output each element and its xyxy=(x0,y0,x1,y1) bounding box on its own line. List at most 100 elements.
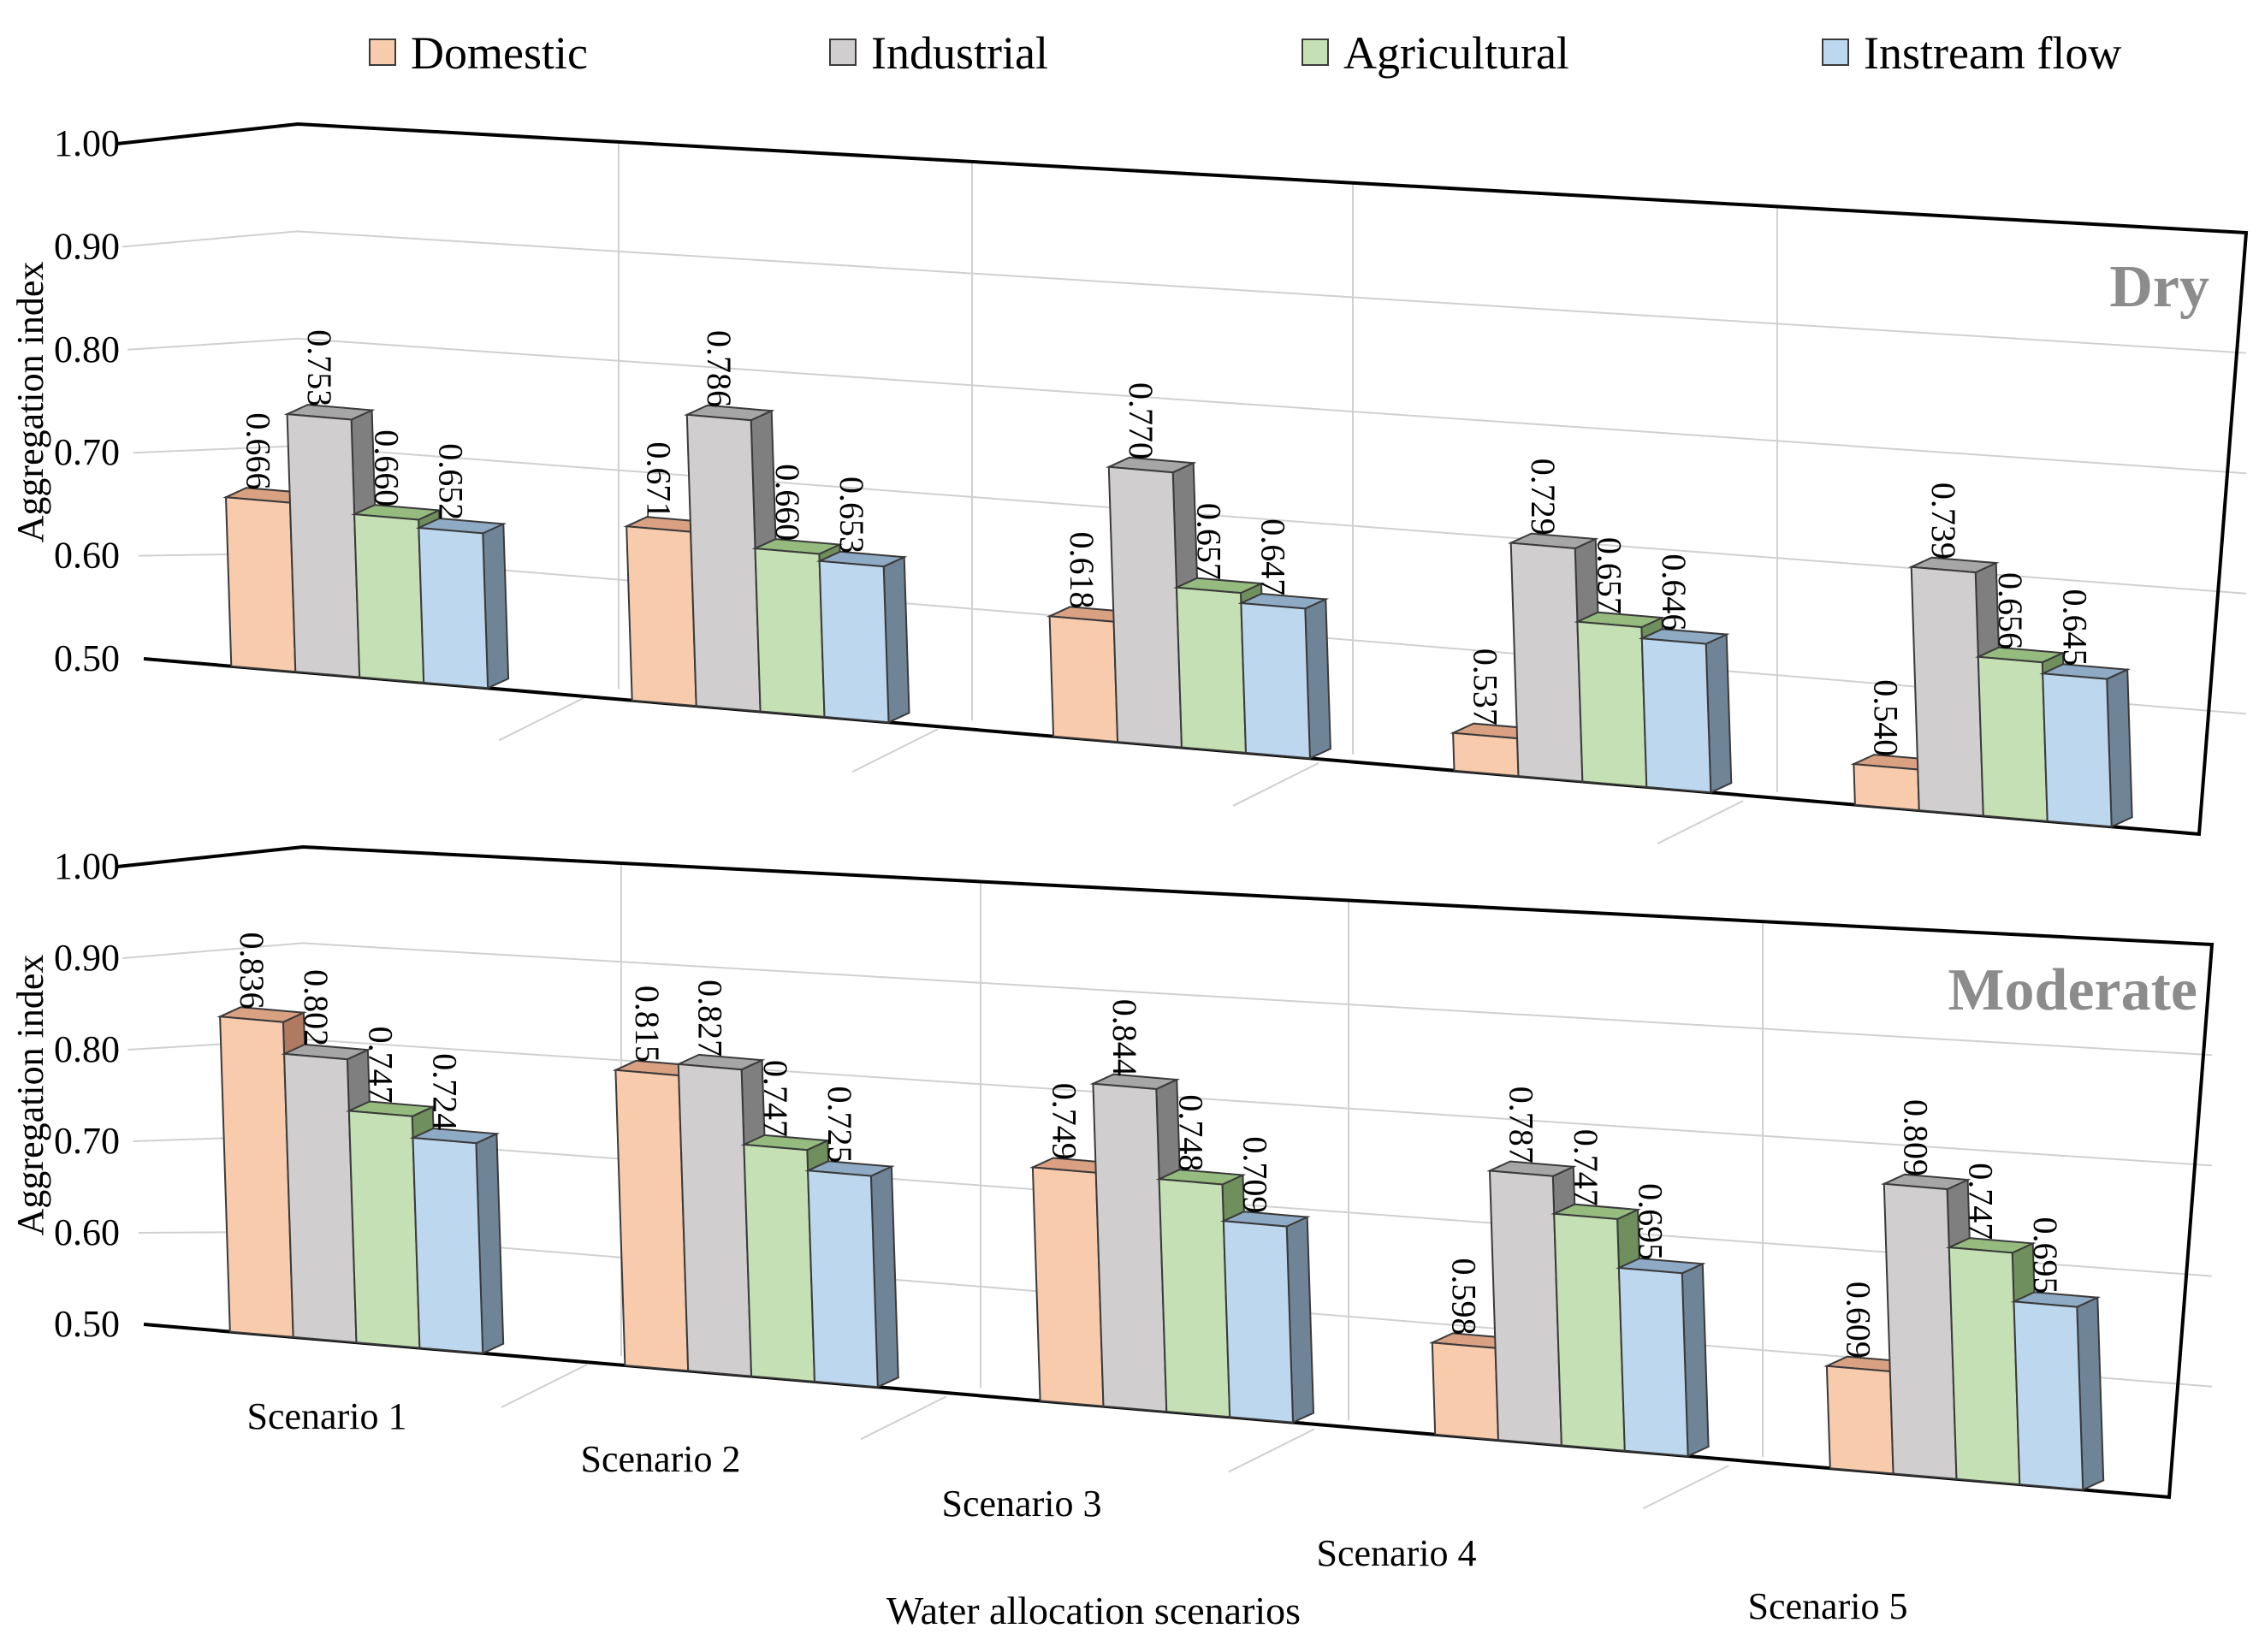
bar-instream-flow-scenario-5 xyxy=(2010,1291,2105,1491)
bar-group-scenario-4 xyxy=(1428,1160,1710,1458)
data-label: 0.695 xyxy=(2026,1217,2065,1294)
data-label: 0.739 xyxy=(1924,483,1963,560)
bar-front xyxy=(283,1052,358,1344)
floor-divider xyxy=(860,1395,947,1441)
floor-divider xyxy=(1657,800,1744,845)
legend-label-domestic: Domestic xyxy=(411,27,588,79)
data-label: 0.748 xyxy=(1171,1094,1210,1171)
y-tick-label: 0.70 xyxy=(54,431,120,473)
bar-instream-flow-scenario-2 xyxy=(815,550,910,724)
bar-front xyxy=(1576,620,1648,788)
data-label: 0.657 xyxy=(1189,503,1228,580)
bar-front xyxy=(1431,1341,1500,1442)
data-label: 0.747 xyxy=(1567,1129,1605,1206)
data-label: 0.724 xyxy=(425,1053,464,1130)
x-tick-label: Scenario 5 xyxy=(1748,1585,1908,1627)
bar-front xyxy=(418,526,489,690)
bar-front xyxy=(1092,1082,1168,1413)
data-label: 0.725 xyxy=(821,1087,859,1164)
panel-title: Moderate xyxy=(1948,957,2197,1023)
bar-front xyxy=(286,413,361,678)
gridline-h xyxy=(122,230,2247,354)
bar-instream-flow-scenario-3 xyxy=(1220,1211,1315,1424)
bar-instream-flow-scenario-1 xyxy=(415,517,510,690)
bar-front xyxy=(626,525,697,708)
y-tick-label: 0.60 xyxy=(54,1211,120,1253)
x-tick-label: Scenario 3 xyxy=(942,1483,1102,1525)
legend-item-domestic: Domestic xyxy=(369,27,588,79)
bar-front xyxy=(353,513,425,684)
x-tick-label: Scenario 1 xyxy=(247,1395,407,1437)
data-label: 0.747 xyxy=(756,1060,795,1137)
data-label: 0.802 xyxy=(297,969,335,1046)
legend-item-industrial: Industrial xyxy=(829,27,1048,79)
legend-swatch-industrial xyxy=(829,38,857,66)
data-label: 0.652 xyxy=(432,443,471,520)
x-tick-label: Scenario 4 xyxy=(1317,1532,1477,1574)
y-tick-label: 1.00 xyxy=(54,122,120,164)
data-label: 0.660 xyxy=(367,429,406,506)
bar-instream-flow-scenario-4 xyxy=(1616,1257,1710,1458)
y-tick-label: 0.90 xyxy=(54,937,120,979)
data-label: 0.537 xyxy=(1466,648,1504,725)
bar-front xyxy=(1640,637,1712,794)
data-label: 0.770 xyxy=(1122,382,1160,459)
legend-label-instream-flow: Instream flow xyxy=(1864,27,2121,79)
bar-front xyxy=(1240,601,1311,760)
legend-swatch-domestic xyxy=(369,38,396,66)
floor-divider xyxy=(851,728,939,773)
data-label: 0.809 xyxy=(1897,1099,1936,1176)
floor-divider xyxy=(498,696,585,742)
legend-label-industrial: Industrial xyxy=(871,27,1048,79)
y-axis-title: Aggregation index xyxy=(9,262,51,543)
y-axis-title: Aggregation index xyxy=(9,955,51,1236)
gridline-h xyxy=(127,337,2247,475)
bar-group-scenario-3 xyxy=(1046,456,1331,760)
y-tick-label: 0.50 xyxy=(54,637,120,679)
bar-front xyxy=(818,560,890,724)
y-tick-label: 1.00 xyxy=(54,845,120,887)
data-label: 0.660 xyxy=(768,464,807,541)
floor-divider xyxy=(501,1364,588,1408)
y-tick-label: 0.90 xyxy=(54,225,120,267)
bar-instream-flow-scenario-4 xyxy=(1638,628,1733,794)
data-label: 0.647 xyxy=(1254,518,1293,595)
data-label: 0.656 xyxy=(1991,572,2030,649)
bar-front xyxy=(219,1015,294,1338)
bar-instream-flow-scenario-5 xyxy=(2039,663,2133,828)
legend: Domestic Industrial Agricultural Instrea… xyxy=(369,27,2121,79)
bar-front xyxy=(1031,1166,1105,1407)
x-axis-title: Water allocation scenarios xyxy=(886,1589,1301,1632)
data-label: 0.815 xyxy=(628,986,667,1063)
legend-swatch-instream-flow xyxy=(1822,38,1849,66)
panel-moderate: 0.50 0.60 0.70 0.80 0.90 1.00 Aggregation inde… xyxy=(9,844,2215,1627)
floor-divider xyxy=(1642,1465,1729,1510)
bar-front xyxy=(224,496,297,673)
data-label: 0.618 xyxy=(1063,532,1101,609)
legend-item-instream-flow: Instream flow xyxy=(1822,27,2121,79)
data-label: 0.787 xyxy=(1503,1087,1541,1164)
bar-front xyxy=(412,1136,484,1354)
data-label: 0.695 xyxy=(1632,1183,1670,1260)
bar-group-scenario-3 xyxy=(1029,1073,1315,1424)
data-label: 0.786 xyxy=(700,330,738,407)
bar-group-scenario-1 xyxy=(216,1006,505,1355)
y-tick-label: 0.70 xyxy=(54,1120,120,1162)
y-tick-label: 0.80 xyxy=(54,329,120,370)
data-label: 0.844 xyxy=(1106,999,1144,1076)
bar-front xyxy=(685,413,762,713)
bar-group-scenario-5 xyxy=(1850,556,2133,828)
bar-front xyxy=(1048,615,1119,743)
bar-front xyxy=(1222,1220,1295,1424)
legend-item-agricultural: Agricultural xyxy=(1301,27,1569,79)
bar-front xyxy=(1882,1182,1958,1480)
panel-title: Dry xyxy=(2109,254,2209,320)
gridline-h xyxy=(122,942,2213,1057)
data-label: 0.609 xyxy=(1840,1282,1878,1359)
data-label: 0.666 xyxy=(239,412,277,489)
bar-front xyxy=(614,1069,690,1372)
bar-front xyxy=(1509,542,1584,783)
data-label: 0.827 xyxy=(691,980,730,1057)
bar-group-scenario-4 xyxy=(1450,532,1733,794)
data-label: 0.729 xyxy=(1524,459,1562,536)
